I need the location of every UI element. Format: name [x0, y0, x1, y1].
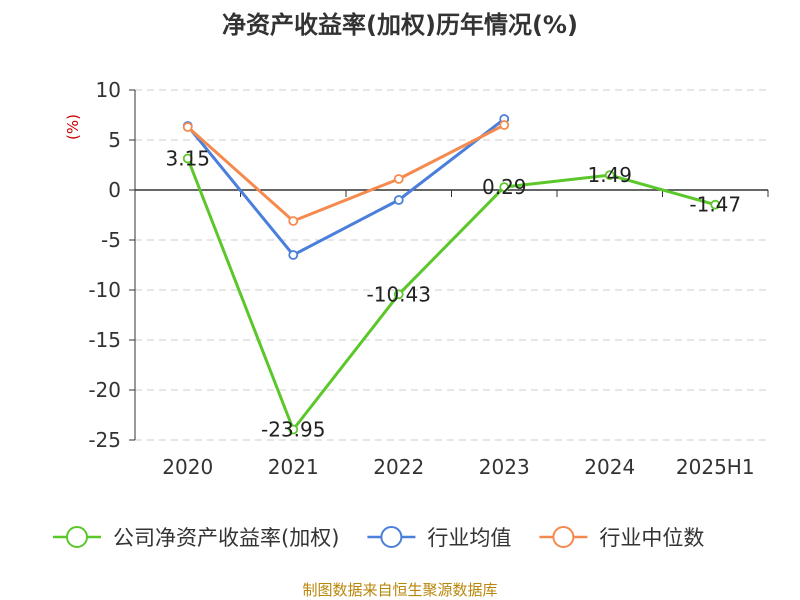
- data-label: -1.47: [689, 193, 741, 217]
- data-label: 3.15: [165, 147, 210, 171]
- y-tick-label: -5: [101, 228, 121, 252]
- y-tick-label: -10: [88, 278, 121, 302]
- axes: 10 5 0 -5 -10 -15 -20 -25 2020 2021 2022 2023 2024 20…: [88, 78, 769, 479]
- data-point: [499, 182, 510, 193]
- legend-item[interactable]: 公司净资产收益率(加权): [53, 526, 339, 550]
- data-point: [182, 122, 193, 132]
- data-label: -23.95: [261, 418, 325, 442]
- legend-marker: [66, 526, 88, 548]
- y-tick-label: 5: [108, 128, 121, 152]
- legend-marker: [380, 526, 403, 548]
- data-label: -10.43: [367, 282, 431, 306]
- legend-item[interactable]: 行业中位数: [539, 526, 704, 550]
- data-label: 0.29: [482, 175, 527, 199]
- series-line: [186, 123, 505, 223]
- x-tick-label: 2023: [479, 455, 530, 479]
- series-line: [186, 157, 716, 431]
- x-tick-label: 2022: [373, 455, 424, 479]
- legend-label: 公司净资产收益率(加权): [113, 526, 339, 550]
- data-point: [604, 170, 615, 181]
- data-point: [288, 250, 299, 260]
- legend-item[interactable]: 行业均值: [367, 526, 511, 550]
- x-tick-label: 2025H1: [676, 455, 755, 479]
- legend-marker: [552, 526, 575, 548]
- data-point: [288, 216, 299, 226]
- data-point: [182, 153, 193, 164]
- legend[interactable]: 公司净资产收益率(加权) 行业均值 行业中位数: [53, 526, 704, 550]
- data-point: [499, 120, 510, 130]
- x-tick-label: 2020: [162, 455, 213, 479]
- y-axis-unit: (%): [64, 114, 82, 140]
- data-labels: 3.15 -23.95 -10.43 0.29 1.49 -1.47: [165, 147, 741, 442]
- data-label: 1.49: [587, 163, 632, 187]
- source-note: 制图数据来自恒生聚源数据库: [302, 581, 497, 599]
- y-tick-label: 10: [96, 78, 121, 102]
- data-point: [393, 289, 404, 300]
- x-tick-label: 2024: [584, 455, 635, 479]
- legend-label: 行业中位数: [599, 526, 704, 550]
- legend-label: 行业均值: [427, 526, 511, 550]
- y-tick-label: -25: [88, 428, 121, 452]
- data-point: [288, 424, 299, 435]
- series-lines: [182, 114, 721, 435]
- data-point: [710, 199, 721, 210]
- y-tick-label: 0: [108, 178, 121, 202]
- series-line: [186, 117, 506, 257]
- chart-title: 净资产收益率(加权)历年情况(%): [222, 11, 578, 39]
- y-tick-label: -20: [88, 378, 121, 402]
- x-tick-label: 2021: [268, 455, 319, 479]
- data-point: [393, 174, 404, 184]
- data-point: [393, 195, 404, 205]
- y-tick-label: -15: [88, 328, 121, 352]
